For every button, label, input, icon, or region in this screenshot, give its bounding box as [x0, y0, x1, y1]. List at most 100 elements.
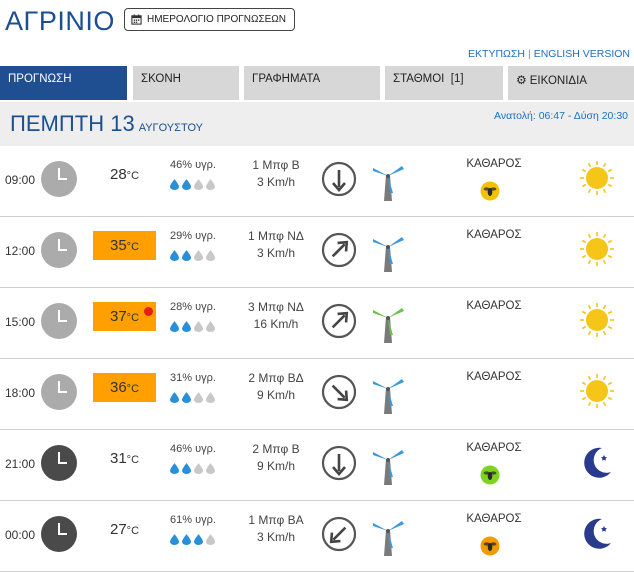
tab-forecast[interactable]: ΠΡΟΓΝΩΣΗ: [0, 66, 127, 100]
tab-charts[interactable]: ΓΡΑΦΗΜΑΤΑ: [244, 66, 380, 100]
tab-label: ΕΙΚΟΝΙΔΙΑ: [529, 75, 587, 87]
humidity: 31% υγρ.: [170, 372, 216, 384]
wind-force: 1 Μπφ ΝΔ: [248, 229, 304, 243]
forecast-row: 15:00 37°C 28% υγρ. 3 Μπφ ΝΔ 16 Km/h ΚΑΘ…: [0, 288, 634, 359]
day-header: ΠΕΜΠΤΗ 13 ΑΥΓΟΥΣΤΟΥ Ανατολή: 06:47 - Δύση…: [0, 102, 634, 146]
humidity-drop-icon: [170, 250, 179, 261]
temperature-value: 28: [109, 166, 127, 183]
wind-info: 2 Μπφ ΒΔ 9 Km/h: [236, 370, 316, 404]
humidity: 46% υγρ.: [170, 159, 216, 171]
wind-direction-arrow-icon: [321, 445, 357, 481]
pollen-icon: [480, 465, 500, 485]
humidity-drop-icon: [206, 321, 215, 332]
clock-icon: [41, 232, 77, 268]
wind-info: 1 Μπφ Β 3 Km/h: [236, 157, 316, 191]
humidity-drops: [170, 179, 215, 190]
forecast-time: 21:00: [5, 457, 36, 471]
humidity-drop-icon: [194, 250, 203, 261]
temperature: 35°C: [93, 231, 156, 260]
tab-stations[interactable]: ΣΤΑΘΜΟΙ [1]: [385, 66, 503, 100]
wind-direction-arrow-icon: [321, 516, 357, 552]
wind-direction-arrow-icon: [321, 161, 357, 197]
humidity-drop-icon: [206, 534, 215, 545]
moon-icon: [584, 447, 611, 478]
windmill-icon: [373, 308, 404, 343]
humidity-drop-icon: [170, 463, 179, 474]
tab-label: ΣΤΑΘΜΟΙ [1]: [393, 73, 464, 85]
tab-dust[interactable]: ΣΚΟΝΗ: [133, 66, 239, 100]
tab-icons[interactable]: ⚙ ΕΙΚΟΝΙΔΙΑ: [508, 66, 634, 100]
humidity-drop-icon: [194, 321, 203, 332]
humidity-drop-icon: [170, 179, 179, 190]
temperature-unit: °C: [126, 525, 140, 537]
temperature: 28°C: [93, 160, 156, 189]
print-link[interactable]: ΕΚΤΥΠΩΣΗ: [468, 48, 525, 60]
temperature: 37°C: [93, 302, 156, 331]
gear-icon: ⚙: [516, 73, 527, 87]
day-month: ΑΥΓΟΥΣΤΟΥ: [138, 122, 204, 134]
forecast-row: 18:00 36°C 31% υγρ. 2 Μπφ ΒΔ 9 Km/h ΚΑΘΑ…: [0, 359, 634, 430]
humidity-drop-icon: [182, 392, 191, 403]
temperature-unit: °C: [126, 241, 140, 253]
temperature-value: 37: [109, 308, 127, 325]
humidity-drop-icon: [170, 534, 179, 545]
temperature-value: 35: [109, 237, 127, 254]
humidity-drop-icon: [194, 392, 203, 403]
moon-icon: [584, 518, 611, 549]
wind-force: 2 Μπφ Β: [252, 442, 300, 456]
wind-force: 1 Μπφ ΒΑ: [248, 513, 304, 527]
sky-condition: ΚΑΘΑΡΟΣ: [466, 229, 522, 241]
pollen-icon: [480, 536, 500, 556]
wind-info: 3 Μπφ ΝΔ 16 Km/h: [236, 299, 316, 333]
wind-direction-arrow-icon: [321, 374, 357, 410]
humidity-drop-icon: [170, 321, 179, 332]
windmill-icon: [373, 450, 404, 485]
wind-speed: 3 Km/h: [256, 246, 295, 260]
humidity-drop-icon: [194, 179, 203, 190]
wind-speed: 16 Km/h: [253, 317, 299, 331]
top-links: ΕΚΤΥΠΩΣΗ | ENGLISH VERSION: [468, 48, 630, 60]
clock-icon: [41, 303, 77, 339]
wind-info: 1 Μπφ ΒΑ 3 Km/h: [236, 512, 316, 546]
humidity-drops: [170, 463, 215, 474]
forecast-row: 21:00 31°C 46% υγρ. 2 Μπφ Β 9 Km/h ΚΑΘΑΡ…: [0, 430, 634, 501]
wind-speed: 9 Km/h: [256, 459, 295, 473]
humidity-drop-icon: [182, 179, 191, 190]
wind-direction-arrow-icon: [321, 232, 357, 268]
sunrise-sunset: Ανατολή: 06:47 - Δύση 20:30: [494, 110, 628, 122]
humidity-drop-icon: [194, 534, 203, 545]
wind-force: 3 Μπφ ΝΔ: [248, 300, 304, 314]
english-version-link[interactable]: ENGLISH VERSION: [533, 48, 630, 60]
sky-condition: ΚΑΘΑΡΟΣ: [466, 158, 522, 170]
temperature-value: 27: [109, 521, 127, 538]
windmill-icon: [373, 379, 404, 414]
sun-icon: [580, 303, 614, 337]
forecast-time: 12:00: [5, 244, 36, 258]
windmill-icon: [373, 521, 404, 556]
humidity: 61% υγρ.: [170, 514, 216, 526]
clock-icon: [41, 516, 77, 552]
humidity-drops: [170, 321, 215, 332]
forecast-calendar-button[interactable]: ΗΜΕΡΟΛΟΓΙΟ ΠΡΟΓΝΩΣΕΩΝ: [124, 8, 296, 31]
tab-label: ΠΡΟΓΝΩΣΗ: [8, 73, 72, 85]
sun-icon: [580, 374, 614, 408]
forecast-row: 12:00 35°C 29% υγρ. 1 Μπφ ΝΔ 3 Km/h ΚΑΘΑ…: [0, 217, 634, 288]
pollen-icon: [480, 181, 500, 201]
windmill-icon: [373, 166, 404, 201]
calendar-icon: [131, 14, 142, 25]
forecast-time: 15:00: [5, 315, 36, 329]
sky-condition: ΚΑΘΑΡΟΣ: [466, 513, 522, 525]
tab-label: ΓΡΑΦΗΜΑΤΑ: [252, 73, 321, 85]
humidity-drop-icon: [182, 321, 191, 332]
wind-speed: 3 Km/h: [256, 175, 295, 189]
humidity-drop-icon: [206, 463, 215, 474]
humidity: 29% υγρ.: [170, 230, 216, 242]
wind-force: 2 Μπφ ΒΔ: [248, 371, 304, 385]
windmill-icon: [373, 237, 404, 272]
wind-speed: 9 Km/h: [256, 388, 295, 402]
temperature: 36°C: [93, 373, 156, 402]
humidity-drop-icon: [182, 250, 191, 261]
wind-force: 1 Μπφ Β: [252, 158, 300, 172]
day-title: ΠΕΜΠΤΗ 13 ΑΥΓΟΥΣΤΟΥ: [10, 111, 204, 136]
humidity: 46% υγρ.: [170, 443, 216, 455]
